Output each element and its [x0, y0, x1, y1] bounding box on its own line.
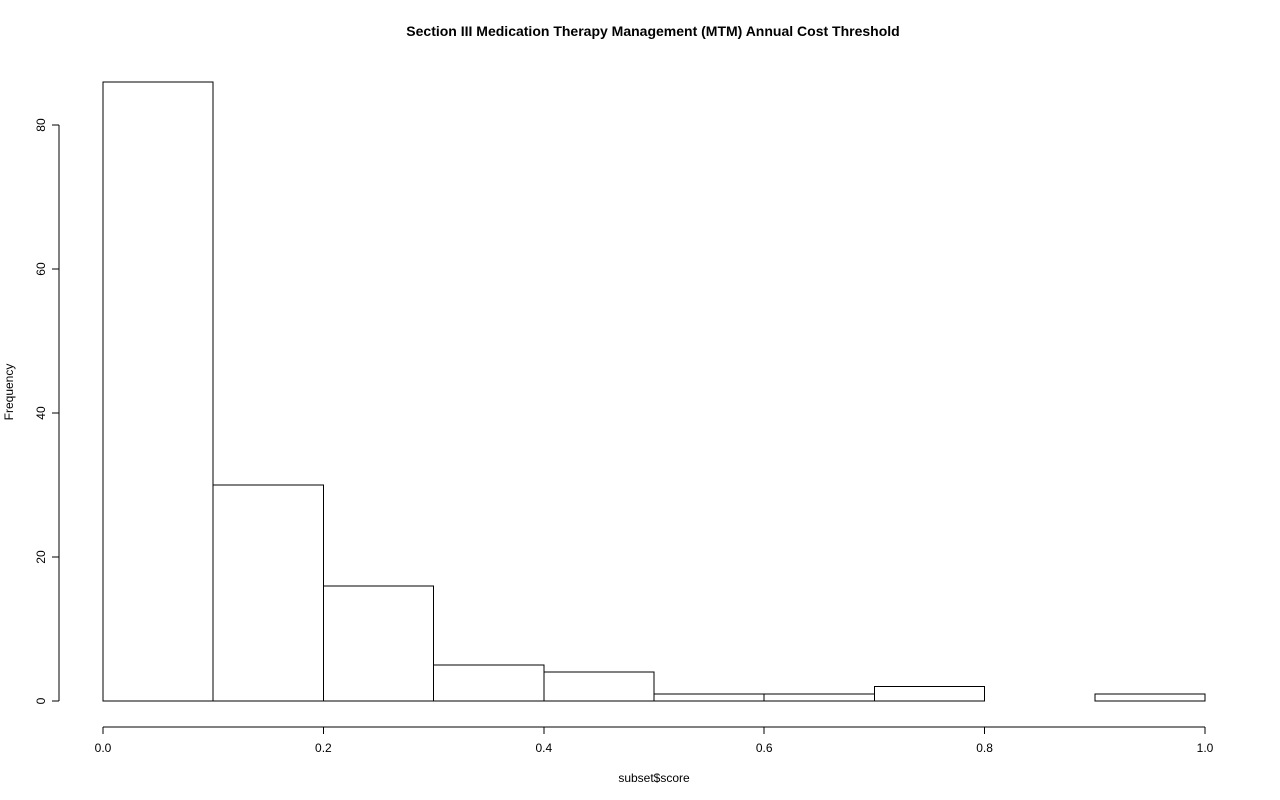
histogram-bar — [322, 585, 435, 702]
x-tick-label: 1.0 — [1197, 741, 1214, 755]
y-axis-label: Frequency — [2, 364, 16, 421]
x-tick-label: 0.2 — [315, 741, 332, 755]
histogram-bar — [433, 664, 545, 702]
x-tick-label: 0.4 — [535, 741, 552, 755]
x-tick-label: 0.6 — [756, 741, 773, 755]
y-tick-label: 20 — [34, 550, 48, 564]
histogram-bar — [212, 484, 324, 702]
histogram-bar — [102, 81, 214, 702]
y-tick-label: 60 — [34, 262, 48, 276]
y-tick-label: 80 — [34, 118, 48, 132]
histogram-bar — [653, 693, 765, 702]
x-tick-label: 0.8 — [976, 741, 993, 755]
y-axis: 0 20 40 60 80 — [34, 118, 60, 704]
x-axis-label: subset$score — [618, 771, 690, 785]
bars-group — [102, 81, 1206, 702]
histogram-bar — [873, 686, 986, 702]
y-tick-label: 40 — [34, 406, 48, 420]
y-tick-label: 0 — [34, 697, 48, 704]
chart-title: Section III Medication Therapy Managemen… — [406, 23, 899, 39]
histogram-bar — [763, 693, 875, 702]
x-axis: 0.0 0.2 0.4 0.6 0.8 1.0 — [95, 726, 1214, 755]
x-tick-label: 0.0 — [95, 741, 112, 755]
histogram-bar — [1094, 693, 1206, 702]
histogram-bar — [543, 671, 655, 702]
